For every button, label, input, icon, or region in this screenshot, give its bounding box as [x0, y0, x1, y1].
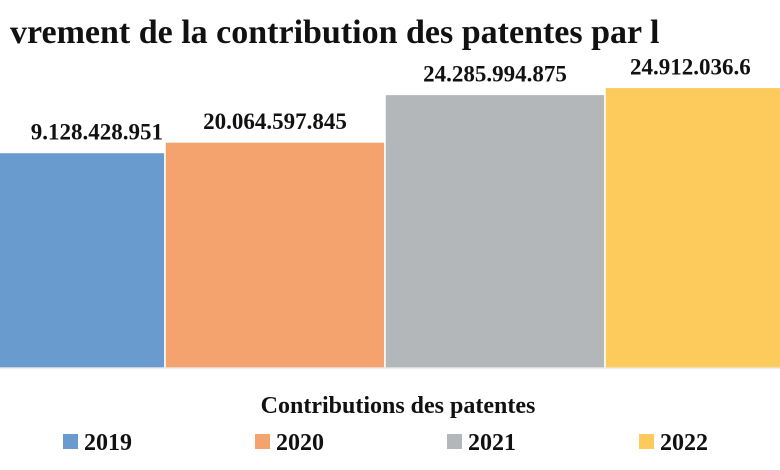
legend-label-2019: 2019	[84, 430, 132, 456]
legend-swatch-2021	[447, 434, 462, 449]
value-label-2020: 20.064.597.845	[203, 109, 347, 134]
x-axis-title: Contributions des patentes	[261, 393, 536, 419]
legend-label-2021: 2021	[468, 430, 516, 456]
legend-label-2022: 2022	[660, 430, 708, 456]
legend-swatch-2019	[63, 434, 78, 449]
bar-2020	[164, 141, 386, 369]
legend: 2019 2020 2021 2022	[63, 430, 708, 456]
legend-swatch-2022	[639, 434, 654, 449]
value-label-2022: 24.912.036.6	[630, 54, 751, 79]
bar-2019	[0, 151, 166, 369]
legend-label-2020: 2020	[276, 430, 324, 456]
chart-title: vrement de la contribution des patentes …	[10, 14, 659, 51]
value-label-2021: 24.285.994.875	[423, 61, 567, 86]
bar-2021	[384, 93, 606, 369]
bar-2022	[604, 86, 780, 369]
value-labels-group: 9.128.428.951 20.064.597.845 24.285.994.87…	[31, 54, 751, 144]
value-label-2019: 9.128.428.951	[31, 119, 163, 144]
legend-swatch-2020	[255, 434, 270, 449]
